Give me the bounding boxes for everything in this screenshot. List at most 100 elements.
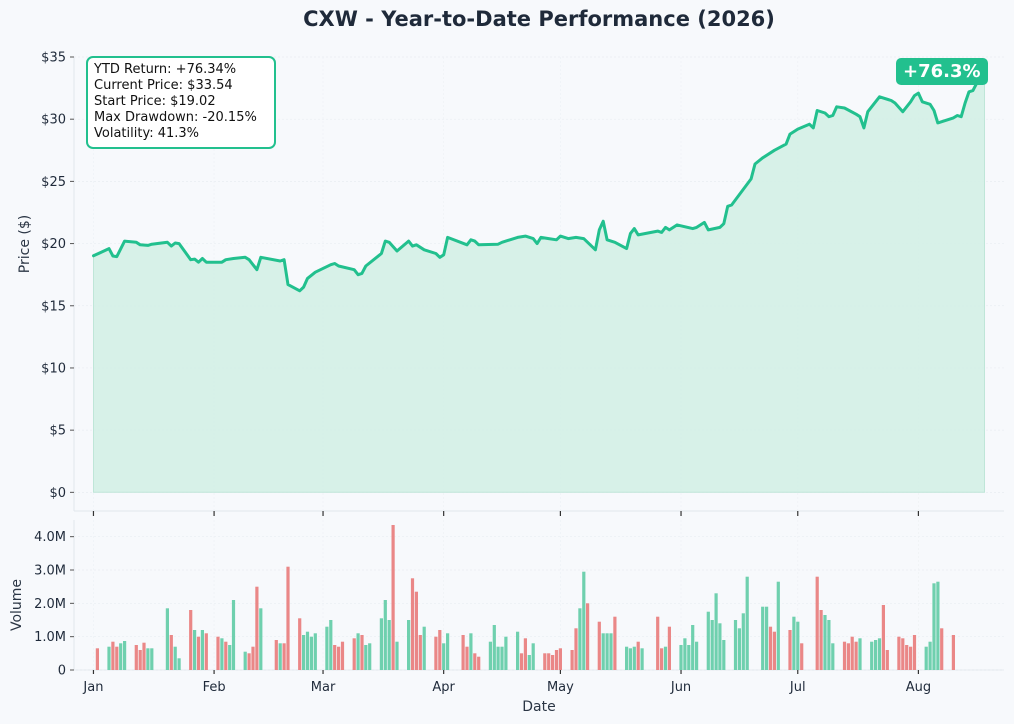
volume-bar xyxy=(418,635,422,670)
volume-bar xyxy=(95,648,99,670)
volume-bar xyxy=(815,576,819,670)
price-line xyxy=(92,73,986,293)
price-y-tick-label: $20 xyxy=(41,237,66,252)
volume-bar xyxy=(733,620,738,670)
volume-bar xyxy=(313,633,317,670)
volume-bar xyxy=(551,655,555,670)
volume-bar xyxy=(298,618,302,670)
volume-bar xyxy=(854,641,858,670)
volume-bar xyxy=(768,626,773,670)
price-y-tick-label: $30 xyxy=(41,113,66,128)
stat-ytd-return: YTD Return: +76.34% xyxy=(94,62,237,77)
volume-bar xyxy=(586,603,590,670)
volume-bar xyxy=(364,645,368,670)
x-tick-label: Jan xyxy=(82,680,103,695)
ytd-return-badge: +76.3% xyxy=(896,58,988,85)
volume-bar xyxy=(656,616,660,670)
volume-bar xyxy=(469,633,473,670)
volume-bar xyxy=(329,620,333,670)
volume-bar xyxy=(142,642,146,670)
volume-y-tick-label: 4.0M xyxy=(34,530,66,545)
price-y-axis-label: Price ($) xyxy=(17,215,33,273)
volume-bar xyxy=(134,645,138,670)
x-tick-label: May xyxy=(547,680,574,695)
volume-bar xyxy=(146,648,150,670)
volume-bar xyxy=(251,646,255,670)
x-tick-label: Apr xyxy=(432,680,455,695)
price-y-tick-label: $15 xyxy=(41,299,66,314)
volume-bar xyxy=(706,611,710,670)
volume-bar xyxy=(831,643,835,670)
volume-bar xyxy=(422,626,426,670)
volume-bar xyxy=(465,646,469,670)
volume-bar xyxy=(461,635,465,670)
volume-y-tick-label: 3.0M xyxy=(34,564,66,579)
x-tick-label: Aug xyxy=(906,680,931,695)
volume-bar xyxy=(905,645,909,670)
volume-bar xyxy=(792,616,796,670)
volume-bar xyxy=(574,628,578,670)
volume-bar xyxy=(597,621,601,670)
volume-bar xyxy=(414,591,418,670)
volume-bar xyxy=(165,608,169,670)
volume-bar xyxy=(663,646,668,670)
volume-bar xyxy=(387,620,391,670)
volume-bar xyxy=(391,525,395,670)
x-tick-label: Mar xyxy=(311,680,336,695)
volume-bar xyxy=(352,638,356,670)
volume-bar xyxy=(438,630,442,670)
stat-volatility: Volatility: 41.3% xyxy=(94,126,200,141)
volume-bar xyxy=(177,658,181,670)
volume-bar xyxy=(169,635,173,670)
x-axis-label: Date xyxy=(522,699,555,715)
volume-bar xyxy=(554,650,559,670)
volume-bar xyxy=(741,613,745,670)
volume-bar xyxy=(123,641,127,670)
volume-bar xyxy=(897,636,901,670)
volume-bar xyxy=(543,653,547,670)
price-y-tick-label: $5 xyxy=(49,424,66,439)
volume-bar xyxy=(340,641,345,670)
volume-bar xyxy=(231,600,236,670)
chart-title: CXW - Year-to-Date Performance (2026) xyxy=(303,7,775,31)
volume-bar xyxy=(527,655,531,670)
volume-bar xyxy=(442,643,446,670)
volume-bar xyxy=(636,641,640,670)
volume-bar xyxy=(819,610,823,670)
volume-bar xyxy=(870,641,874,670)
volume-bar xyxy=(356,633,360,670)
volume-bar xyxy=(189,610,193,670)
volume-bar xyxy=(309,636,313,670)
volume-bar xyxy=(912,635,917,670)
volume-bar xyxy=(578,608,582,670)
volume-bar xyxy=(877,638,882,670)
volume-bar xyxy=(932,583,936,670)
volume-y-axis-label: Volume xyxy=(9,579,25,631)
volume-bar xyxy=(243,651,247,670)
volume-bar xyxy=(718,623,722,670)
volume-bar xyxy=(710,620,714,670)
volume-bar xyxy=(800,643,804,670)
volume-bar xyxy=(228,645,232,670)
volume-bar xyxy=(333,645,337,670)
volume-bar xyxy=(395,641,399,670)
price-y-tick-label: $25 xyxy=(41,175,66,190)
volume-bar xyxy=(193,630,197,670)
volume-bar xyxy=(379,618,383,670)
volume-bar xyxy=(625,646,629,670)
volume-bar xyxy=(846,643,850,670)
volume-bar xyxy=(477,656,481,670)
volume-bar xyxy=(496,646,500,670)
volume-bar xyxy=(570,650,574,670)
x-tick-label: Feb xyxy=(203,680,226,695)
volume-bar xyxy=(360,635,364,670)
x-tick-label: Jun xyxy=(670,680,691,695)
volume-bar xyxy=(850,636,854,670)
volume-bar xyxy=(660,648,664,670)
volume-bar xyxy=(247,653,251,670)
volume-bar xyxy=(107,646,111,670)
price-y-tick-label: $35 xyxy=(41,51,66,66)
volume-bar xyxy=(874,640,878,670)
volume-bar xyxy=(951,635,955,670)
